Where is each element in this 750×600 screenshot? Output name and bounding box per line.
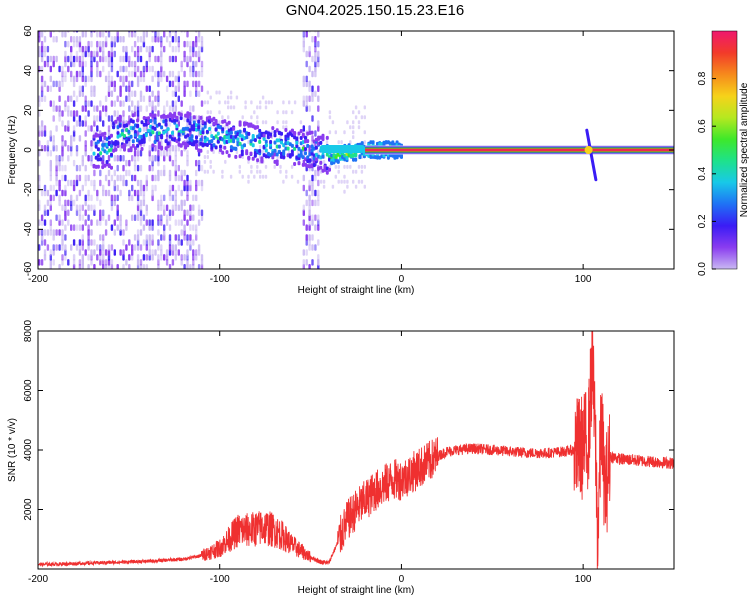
spectrogram-y-axis-label: Frequency (Hz) (7, 116, 18, 185)
y-tick-label: -60 (23, 261, 34, 276)
y-tick-label: -20 (23, 182, 34, 197)
snr-x-ticks: -200 -100 0 100 (28, 331, 592, 585)
y-tick-label: 8000 (23, 319, 34, 342)
snr-x-axis-label: Height of straight line (km) (298, 585, 415, 596)
spectrogram-y-ticks: 60 40 20 0 -20 -40 -60 (23, 25, 674, 276)
spectrogram-panel: -200 -100 0 100 60 40 20 0 -20 -40 -60 Height of … (7, 25, 675, 296)
colorbar-tick-label: 0.2 (697, 214, 708, 228)
snr-y-axis-label: SNR (10 * v/v) (7, 418, 18, 482)
spectrogram-x-ticks: -200 -100 0 100 (28, 31, 592, 285)
x-tick-label: 0 (399, 574, 405, 585)
colorbar-tick-label: 0.0 (697, 262, 708, 276)
colorbar-label: Normalized spectral amplitude (739, 82, 750, 217)
spectrogram-x-axis-label: Height of straight line (km) (298, 285, 415, 296)
snr-panel: -200 -100 0 100 8000 6000 4000 2000 Height of … (7, 319, 675, 596)
y-tick-label: 2000 (23, 498, 34, 521)
y-tick-label: 40 (23, 65, 34, 77)
x-tick-label: -100 (210, 574, 230, 585)
colorbar-tick-label: 0.8 (697, 71, 708, 85)
x-tick-label: -200 (28, 274, 48, 285)
y-tick-label: -40 (23, 222, 34, 237)
colorbar: 0.0 0.2 0.4 0.6 0.8 Normalized spectral ampl… (697, 30, 750, 276)
x-tick-label: 100 (575, 574, 592, 585)
y-tick-label: 4000 (23, 438, 34, 461)
y-tick-label: 20 (23, 104, 34, 116)
y-tick-label: 60 (23, 25, 34, 37)
spectrogram-band (319, 128, 674, 182)
x-tick-label: 0 (399, 274, 405, 285)
colorbar-gradient (711, 30, 738, 270)
colorbar-tick-label: 0.6 (697, 119, 708, 133)
snr-series-line (38, 331, 674, 569)
y-tick-label: 0 (23, 147, 34, 153)
x-tick-label: -200 (28, 574, 48, 585)
page-title: GN04.2025.150.15.23.E16 (285, 2, 465, 19)
colorbar-tick-label: 0.4 (697, 166, 708, 180)
x-tick-label: 100 (575, 274, 592, 285)
snr-trace-group (38, 331, 674, 569)
colorbar-ticks: 0.0 0.2 0.4 0.6 0.8 (697, 71, 716, 276)
x-tick-label: -100 (210, 274, 230, 285)
y-tick-label: 6000 (23, 379, 34, 402)
snr-y-ticks: 8000 6000 4000 2000 (23, 319, 674, 521)
